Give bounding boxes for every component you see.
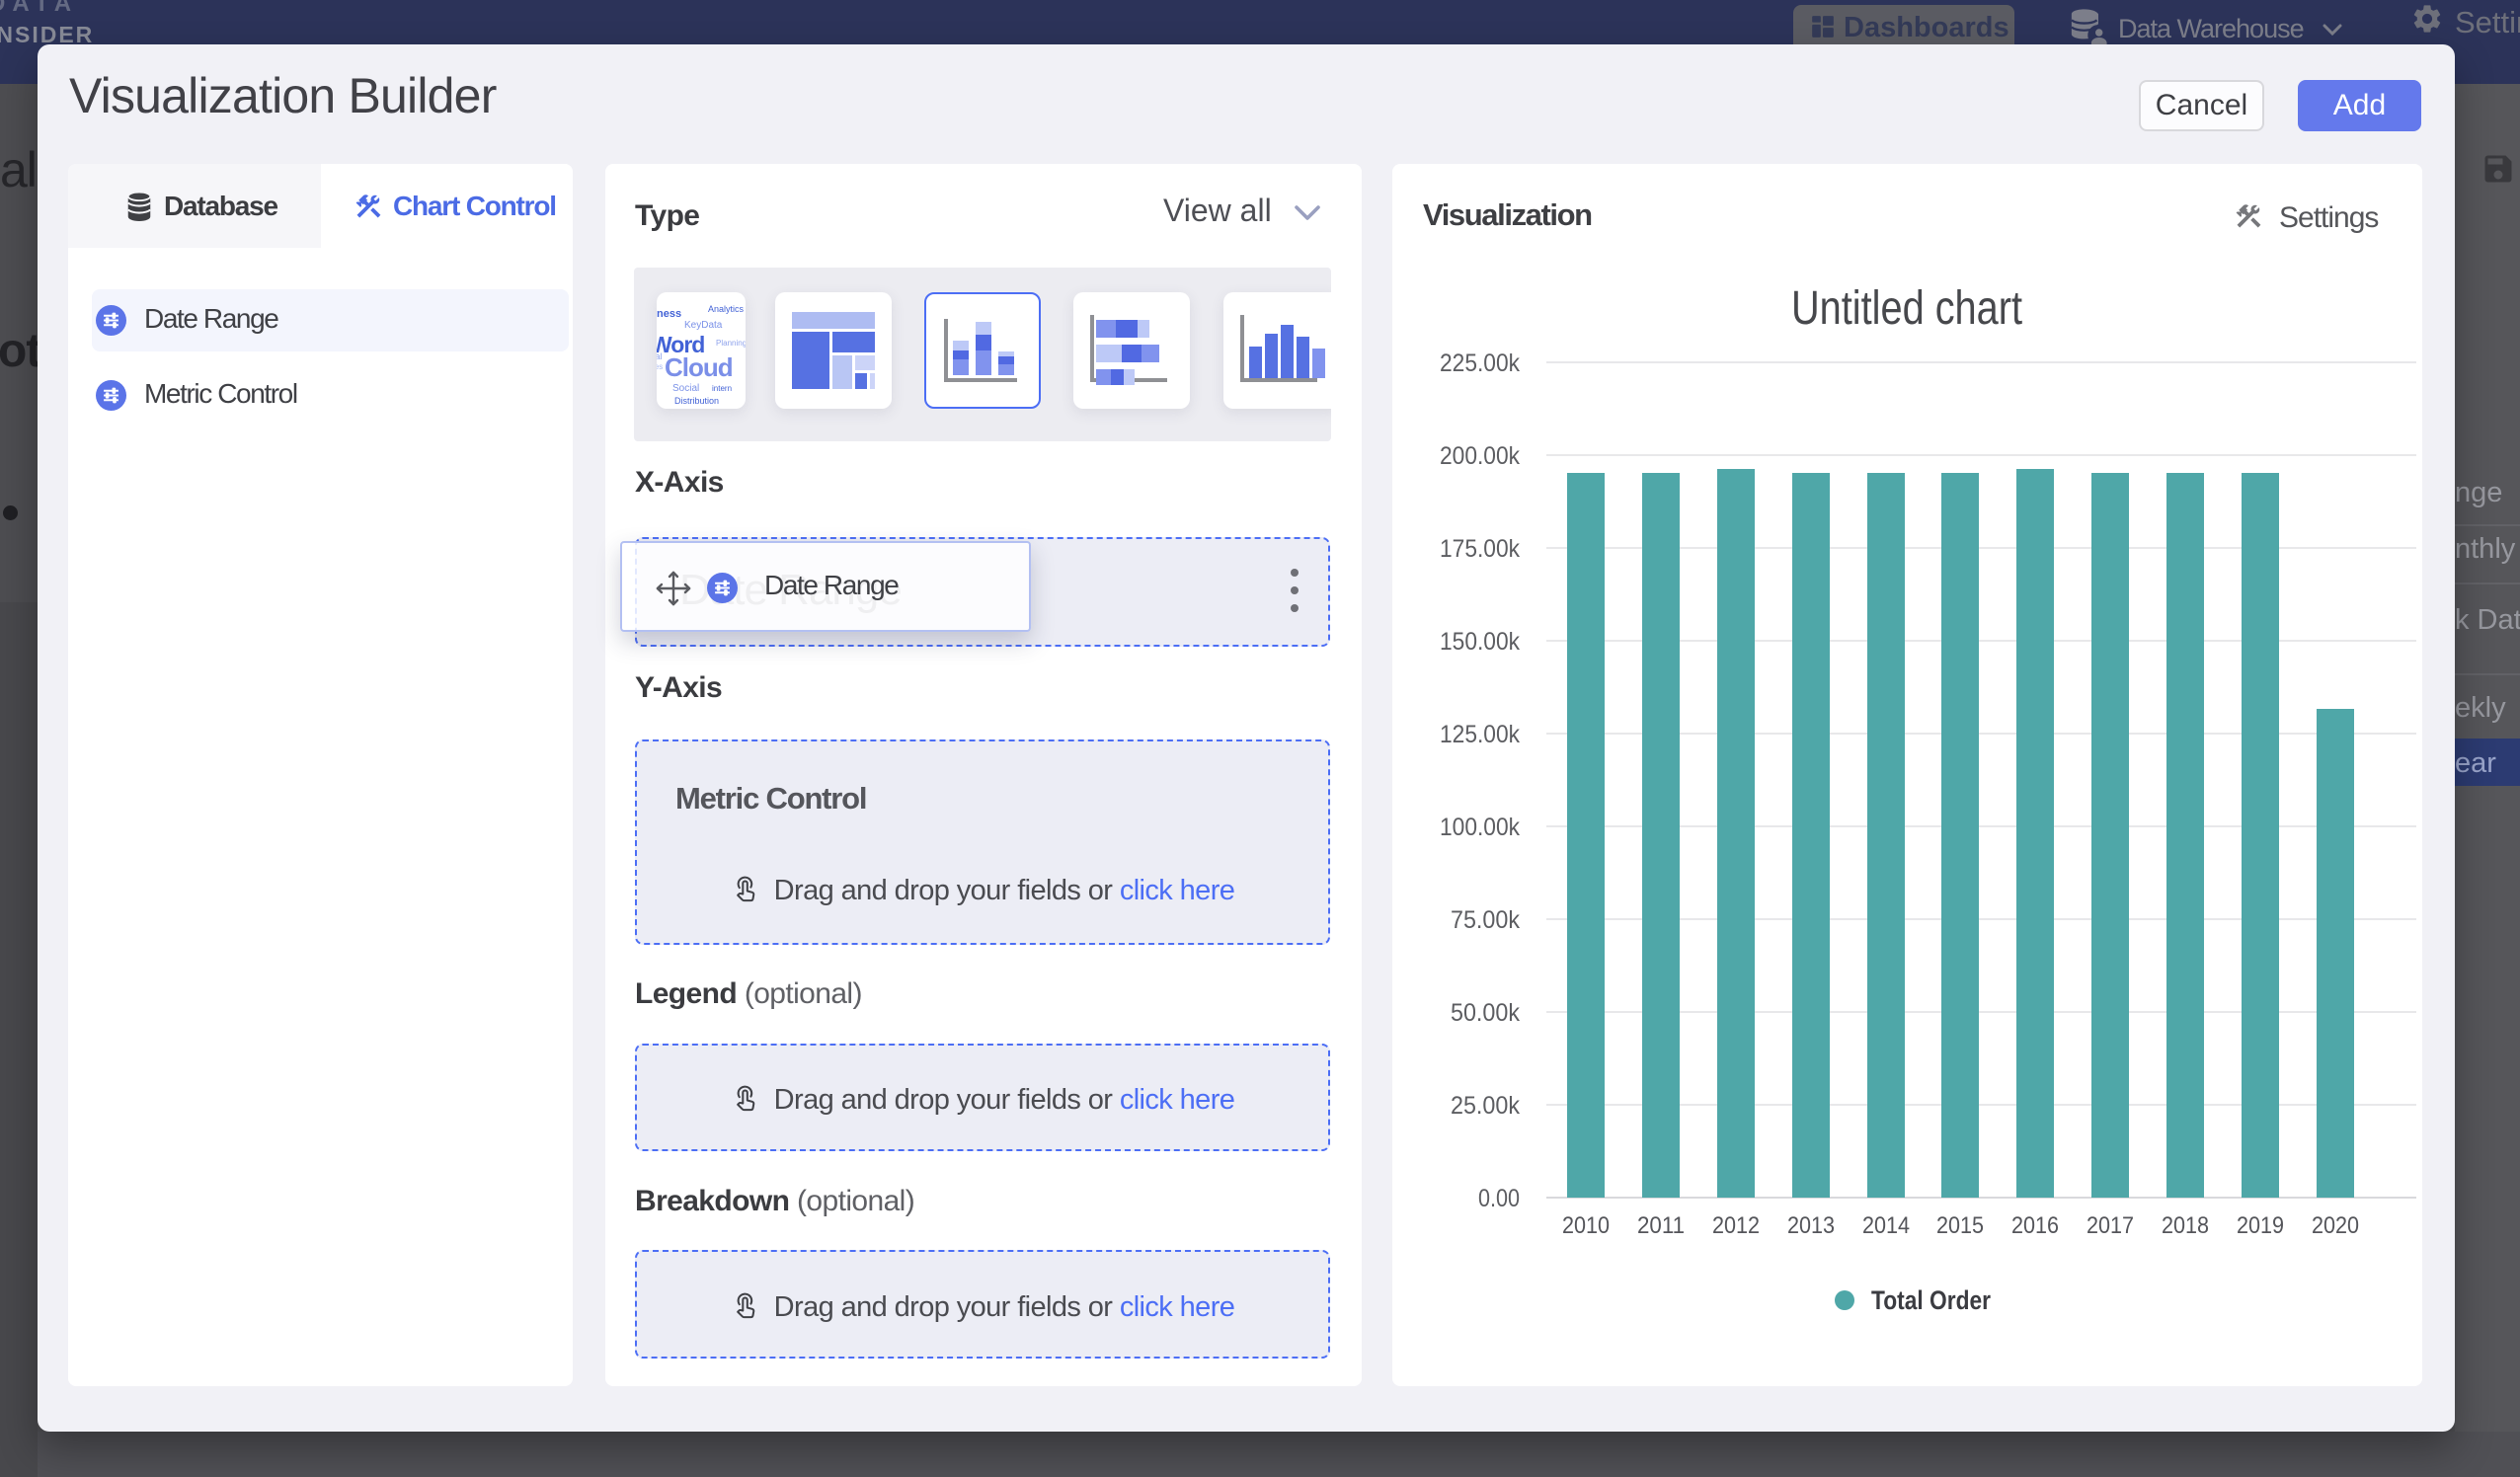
svg-text:2019: 2019 [2237, 1212, 2284, 1239]
svg-text:0.00: 0.00 [1478, 1185, 1520, 1212]
svg-text:Total Order: Total Order [1871, 1285, 1991, 1315]
svg-text:2020: 2020 [2312, 1212, 2359, 1239]
svg-text:2016: 2016 [2011, 1212, 2059, 1239]
svg-text:2015: 2015 [1936, 1212, 1984, 1239]
svg-text:75.00k: 75.00k [1451, 906, 1520, 934]
svg-text:175.00k: 175.00k [1440, 535, 1520, 563]
svg-text:150.00k: 150.00k [1440, 628, 1520, 656]
svg-text:25.00k: 25.00k [1451, 1092, 1520, 1120]
svg-text:2018: 2018 [2162, 1212, 2209, 1239]
svg-text:2017: 2017 [2087, 1212, 2134, 1239]
svg-text:50.00k: 50.00k [1451, 999, 1520, 1027]
svg-text:225.00k: 225.00k [1440, 350, 1520, 377]
svg-text:2010: 2010 [1562, 1212, 1610, 1239]
svg-text:2011: 2011 [1637, 1212, 1685, 1239]
svg-text:2013: 2013 [1787, 1212, 1835, 1239]
svg-text:100.00k: 100.00k [1440, 814, 1520, 841]
svg-text:200.00k: 200.00k [1440, 442, 1520, 470]
svg-text:125.00k: 125.00k [1440, 721, 1520, 748]
svg-text:2014: 2014 [1862, 1212, 1910, 1239]
svg-text:Untitled chart: Untitled chart [1791, 282, 2022, 335]
svg-text:2012: 2012 [1712, 1212, 1760, 1239]
